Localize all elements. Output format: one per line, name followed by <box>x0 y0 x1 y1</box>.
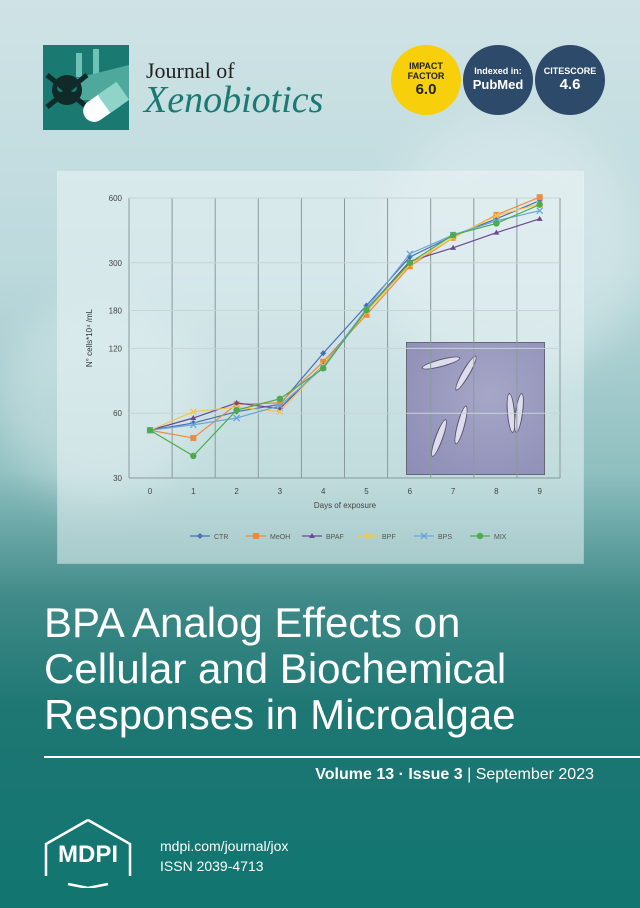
y-tick-label: 300 <box>109 259 123 268</box>
data-point-bps <box>189 421 197 429</box>
journal-name: Xenobiotics <box>144 79 324 121</box>
mdpi-logo-text: MDPI <box>58 841 118 868</box>
legend-label: BPAF <box>326 534 344 541</box>
data-point-bpf <box>189 408 197 416</box>
x-tick-label: 4 <box>321 487 326 496</box>
legend-marker <box>476 532 484 540</box>
data-point-mix <box>146 427 154 434</box>
data-point-bps <box>233 414 241 422</box>
issue-date: September 2023 <box>475 766 594 783</box>
data-point-meoh <box>536 194 543 201</box>
separator: · <box>398 766 404 783</box>
x-tick-label: 8 <box>494 487 499 496</box>
data-point-mix <box>536 201 543 208</box>
title-line: Cellular and Biochemical <box>44 645 507 692</box>
journal-logo <box>43 45 130 130</box>
data-point-meoh <box>320 358 327 365</box>
data-point-bpaf <box>233 399 240 405</box>
series-line-mix <box>149 204 540 457</box>
issue-number: Issue 3 <box>408 766 463 783</box>
x-tick-label: 7 <box>451 487 456 496</box>
data-point-meoh <box>363 311 370 318</box>
data-point-mix <box>190 452 197 460</box>
badge-label: CITESCORE <box>543 66 597 76</box>
y-tick-label: 60 <box>113 409 122 418</box>
volume: Volume 13 <box>315 766 395 783</box>
y-tick-label: 180 <box>109 307 123 316</box>
article-title: BPA Analog Effects on Cellular and Bioch… <box>44 600 516 738</box>
data-point-mix <box>320 365 327 372</box>
issue-info: Volume 13 · Issue 3 | September 2023 <box>315 766 594 784</box>
data-point-ctr <box>320 350 327 357</box>
badge-label: Indexed in: <box>474 66 522 76</box>
x-tick-label: 2 <box>234 487 239 496</box>
separator: | <box>467 766 472 783</box>
badge-value: 6.0 <box>415 81 437 98</box>
badge-value: PubMed <box>472 77 524 92</box>
legend-label: BPS <box>438 534 452 541</box>
x-tick-label: 6 <box>408 487 413 496</box>
legend-label: MIX <box>494 534 507 541</box>
data-point-bps <box>536 207 544 215</box>
title-line: Responses in Microalgae <box>44 691 516 738</box>
legend-marker <box>309 533 315 538</box>
journal-prefix: Journal of <box>146 58 235 83</box>
x-axis-label: Days of exposure <box>314 501 377 510</box>
data-point-mix <box>406 259 413 266</box>
divider <box>44 756 640 758</box>
title-line: BPA Analog Effects on <box>44 599 461 646</box>
data-point-mix <box>363 306 370 314</box>
data-point-meoh <box>276 399 283 406</box>
legend-marker <box>253 533 259 539</box>
legend-marker <box>364 532 372 540</box>
legend-label: BPF <box>382 534 396 541</box>
pubmed-badge: Indexed in: PubMed <box>463 45 533 115</box>
legend-marker <box>197 533 203 539</box>
x-tick-label: 1 <box>191 487 196 496</box>
data-point-meoh <box>406 263 413 270</box>
mdpi-logo: MDPI <box>44 818 132 888</box>
data-point-meoh <box>190 435 197 442</box>
x-tick-label: 0 <box>148 487 153 496</box>
data-point-bps <box>276 402 284 410</box>
data-point-mix <box>493 220 500 227</box>
y-axis-label: N° cells*10⁴ /mL <box>85 308 94 367</box>
data-point-mix <box>449 231 457 239</box>
data-point-mix <box>276 395 284 403</box>
x-tick-label: 9 <box>537 487 542 496</box>
x-tick-label: 5 <box>364 487 369 496</box>
badge-label: IMPACT FACTOR <box>407 61 445 81</box>
citescore-badge: CITESCORE 4.6 <box>535 45 605 115</box>
data-point-mix <box>233 406 240 414</box>
legend-label: MeOH <box>270 534 290 541</box>
y-tick-label: 120 <box>109 344 123 353</box>
data-point-bpf <box>276 408 284 416</box>
legend-label: CTR <box>214 534 228 541</box>
journal-url[interactable]: mdpi.com/journal/jox <box>160 838 289 854</box>
data-point-bpf <box>492 212 500 220</box>
skull-pill-icon <box>45 49 130 122</box>
data-point-bpaf <box>450 244 457 250</box>
data-point-bps <box>406 250 414 258</box>
x-tick-label: 3 <box>278 487 283 496</box>
issn: ISSN 2039-4713 <box>160 858 264 874</box>
series-line-bps <box>149 210 540 431</box>
microalgae-micrograph <box>406 342 545 475</box>
data-point-bpaf <box>190 415 197 421</box>
data-point-bpaf <box>493 229 500 235</box>
y-tick-label: 30 <box>113 474 122 483</box>
badge-value: 4.6 <box>559 76 581 93</box>
impact-factor-badge: IMPACT FACTOR 6.0 <box>391 45 461 115</box>
data-point-bpaf <box>536 215 543 221</box>
legend-marker <box>420 532 428 540</box>
y-tick-label: 600 <box>109 194 123 203</box>
